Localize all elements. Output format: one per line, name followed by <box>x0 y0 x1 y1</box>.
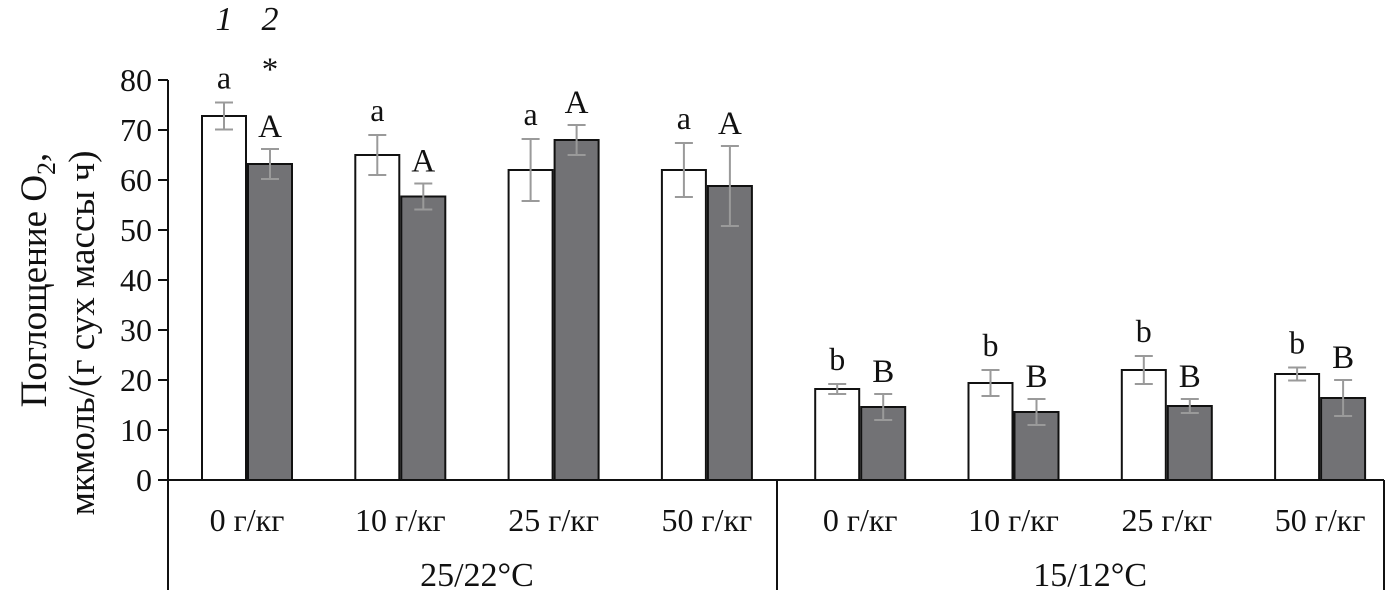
group-label: 25/22°C <box>420 557 534 594</box>
category-label: 25 г/кг <box>1121 502 1212 538</box>
significance-label: b <box>983 327 999 363</box>
significance-label: A <box>411 144 435 180</box>
significance-label: B <box>1179 359 1201 395</box>
category-label: 10 г/кг <box>968 502 1059 538</box>
category-label: 25 г/кг <box>508 502 599 538</box>
significance-asterisk: * <box>262 52 279 88</box>
y-tick-label: 20 <box>120 362 152 398</box>
bar <box>354 154 401 481</box>
y-axis-label: Поглощение O2, мкмоль/(г сух массы ч) <box>14 151 103 516</box>
bar <box>507 169 554 481</box>
y-axis-label-subscript: 2 <box>32 162 61 175</box>
bar <box>967 382 1014 481</box>
y-tick-label: 60 <box>120 162 152 198</box>
bar <box>1274 373 1321 481</box>
category-label: 50 г/кг <box>662 502 753 538</box>
y-tick-label: 10 <box>120 412 152 448</box>
significance-label: a <box>217 60 231 96</box>
bar <box>1120 369 1167 481</box>
significance-label: a <box>523 96 537 132</box>
category-label: 10 г/кг <box>355 502 446 538</box>
y-axis-label-line-1: Поглощение O2, <box>14 153 61 408</box>
significance-label: A <box>565 85 589 121</box>
y-axis-label-line-1-suffix: , <box>14 153 55 162</box>
significance-label: B <box>872 354 894 390</box>
y-axis-label-line-2: мкмоль/(г сух массы ч) <box>62 151 103 516</box>
category-label: 0 г/кг <box>823 502 898 538</box>
series-number-label: 1 <box>216 1 233 38</box>
bar <box>247 163 293 481</box>
bars <box>201 101 1367 481</box>
bar <box>201 115 247 481</box>
significance-label: A <box>718 106 742 142</box>
bar <box>1166 405 1213 481</box>
y-tick-label: 40 <box>120 262 152 298</box>
bar <box>814 388 861 481</box>
significance-label: a <box>370 92 384 128</box>
significance-label: b <box>1289 325 1305 361</box>
category-label: 50 г/кг <box>1275 502 1366 538</box>
category-label: 0 г/кг <box>210 502 285 538</box>
significance-label: A <box>258 109 282 145</box>
series-number-label: 2 <box>262 1 279 38</box>
bar <box>553 139 600 481</box>
significance-label: B <box>1025 359 1047 395</box>
y-axis-label-line-1-main: Поглощение O <box>14 175 55 407</box>
bar <box>860 406 907 481</box>
y-tick-label: 0 <box>136 462 152 498</box>
bar <box>660 169 707 481</box>
y-tick-label: 70 <box>120 112 152 148</box>
labels: 0 г/кг 10 г/кг 25 г/кг 50 г/кг 0 г/кг 10 г/кг… <box>210 1 1366 594</box>
significance-label: b <box>1136 313 1152 349</box>
bar <box>706 185 753 481</box>
significance-label: B <box>1332 340 1354 376</box>
y-tick-label: 30 <box>120 312 152 348</box>
y-tick-label: 80 <box>120 62 152 98</box>
group-label: 15/12°C <box>1033 557 1147 594</box>
significance-label: b <box>829 341 845 377</box>
significance-label: a <box>677 100 691 136</box>
bar <box>400 195 447 481</box>
y-tick-label: 50 <box>120 212 152 248</box>
